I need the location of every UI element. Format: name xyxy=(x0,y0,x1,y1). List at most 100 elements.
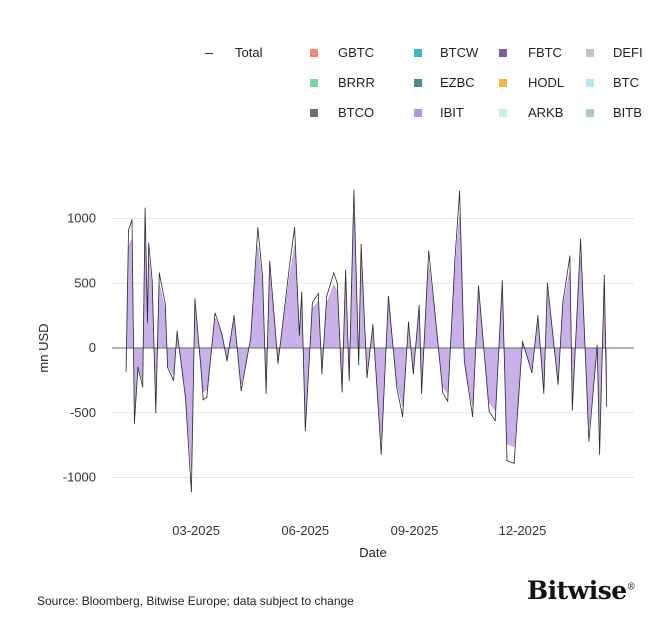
data-point-total xyxy=(277,363,279,365)
data-point-total xyxy=(333,272,335,274)
y-tick-label: 1000 xyxy=(67,211,96,226)
data-point-total xyxy=(206,396,208,398)
data-point-total xyxy=(348,379,350,381)
y-tick-label: 0 xyxy=(89,340,96,355)
legend-label-defi: DEFI xyxy=(613,45,643,60)
data-point-total xyxy=(447,400,449,402)
legend-label-hodl: HODL xyxy=(528,75,565,90)
logo-text: Bitwise xyxy=(527,576,627,605)
data-point-total xyxy=(603,274,605,276)
legend-label-btco: BTCO xyxy=(338,105,375,120)
legend-label-arkb: ARKB xyxy=(528,105,564,120)
data-point-total xyxy=(214,312,216,314)
y-tick-label: -500 xyxy=(70,405,96,420)
data-point-total xyxy=(596,344,598,346)
data-point-total xyxy=(127,229,129,231)
data-point-total xyxy=(341,391,343,393)
legend-swatch-btc xyxy=(586,79,594,87)
data-point-total xyxy=(311,302,313,304)
y-tick-label: -1000 xyxy=(63,470,96,485)
data-point-total xyxy=(396,386,398,388)
legend-swatch-btco xyxy=(310,109,318,117)
data-point-total xyxy=(155,412,157,414)
data-point-total xyxy=(387,295,389,297)
data-point-total xyxy=(562,302,564,304)
x-tick-label: 06-2025 xyxy=(281,523,329,538)
data-point-total xyxy=(146,321,148,323)
y-tick-label: 500 xyxy=(74,275,96,290)
data-point-total xyxy=(580,238,582,240)
data-point-total xyxy=(151,280,153,282)
data-point-total xyxy=(164,303,166,305)
data-point-total xyxy=(304,430,306,432)
y-axis-label: mn USD xyxy=(36,323,51,372)
series-line-total xyxy=(125,189,608,492)
series-area-ibit xyxy=(125,213,608,470)
data-point-total xyxy=(269,260,271,262)
data-point-total xyxy=(599,453,601,455)
data-point-total xyxy=(167,366,169,368)
data-point-total xyxy=(521,341,523,343)
data-point-total xyxy=(142,386,144,388)
legend-swatch-btcw xyxy=(414,49,422,57)
bitwise-logo: Bitwise® xyxy=(527,576,636,605)
data-point-total xyxy=(494,420,496,422)
legend-label-btc: BTC xyxy=(613,75,639,90)
data-point-total xyxy=(353,189,355,191)
data-point-total xyxy=(380,453,382,455)
data-point-total xyxy=(190,491,192,493)
legend-label-bitb: BITB xyxy=(613,105,642,120)
x-tick-label: 09-2025 xyxy=(391,523,439,538)
data-point-total xyxy=(557,383,559,385)
data-point-total xyxy=(221,334,223,336)
data-point-total xyxy=(200,366,202,368)
data-point-total xyxy=(506,460,508,462)
x-tick-label: 12-2025 xyxy=(499,523,547,538)
data-point-total xyxy=(158,272,160,274)
data-point-total xyxy=(289,262,291,264)
data-point-total xyxy=(336,282,338,284)
legend-swatch-ezbc xyxy=(414,79,422,87)
data-point-total xyxy=(366,377,368,379)
data-point-total xyxy=(454,260,456,262)
data-point-total xyxy=(606,405,608,407)
data-point-total xyxy=(478,285,480,287)
data-point-total xyxy=(176,330,178,332)
legend-label-ibit: IBIT xyxy=(440,105,464,120)
legend-label-total: Total xyxy=(235,45,263,60)
data-point-total xyxy=(262,276,264,278)
data-point-total xyxy=(543,392,545,394)
data-point-total xyxy=(250,337,252,339)
data-point-total xyxy=(294,227,296,229)
data-point-total xyxy=(317,293,319,295)
legend-swatch-hodl xyxy=(499,79,507,87)
legend-swatch-ibit xyxy=(414,109,422,117)
data-point-total xyxy=(537,315,539,317)
legend-swatch-total xyxy=(205,53,213,54)
data-point-total xyxy=(137,366,139,368)
legend-label-fbtc: FBTC xyxy=(528,45,562,60)
legend-label-brrr: BRRR xyxy=(338,75,375,90)
data-point-total xyxy=(173,379,175,381)
data-point-total xyxy=(408,321,410,323)
data-point-total xyxy=(531,372,533,374)
data-point-total xyxy=(418,304,420,306)
chart-plot: -1000 -500 0 500 1000 03-2025 06-2025 09-2025 12… xyxy=(36,189,634,560)
data-point-total xyxy=(372,324,374,326)
data-point-total xyxy=(513,462,515,464)
legend-swatch-bitb xyxy=(586,109,594,117)
data-point-total xyxy=(184,396,186,398)
data-point-total xyxy=(571,409,573,411)
data-point-total xyxy=(240,390,242,392)
data-point-total xyxy=(546,282,548,284)
data-point-total xyxy=(358,364,360,366)
data-point-total xyxy=(194,298,196,300)
x-axis-label: Date xyxy=(359,545,386,560)
legend-label-btcw: BTCW xyxy=(440,45,479,60)
data-point-total xyxy=(131,219,133,221)
data-point-total xyxy=(428,250,430,252)
data-point-total xyxy=(133,422,135,424)
data-point-total xyxy=(265,392,267,394)
data-point-total xyxy=(233,315,235,317)
legend-swatch-brrr xyxy=(310,79,318,87)
